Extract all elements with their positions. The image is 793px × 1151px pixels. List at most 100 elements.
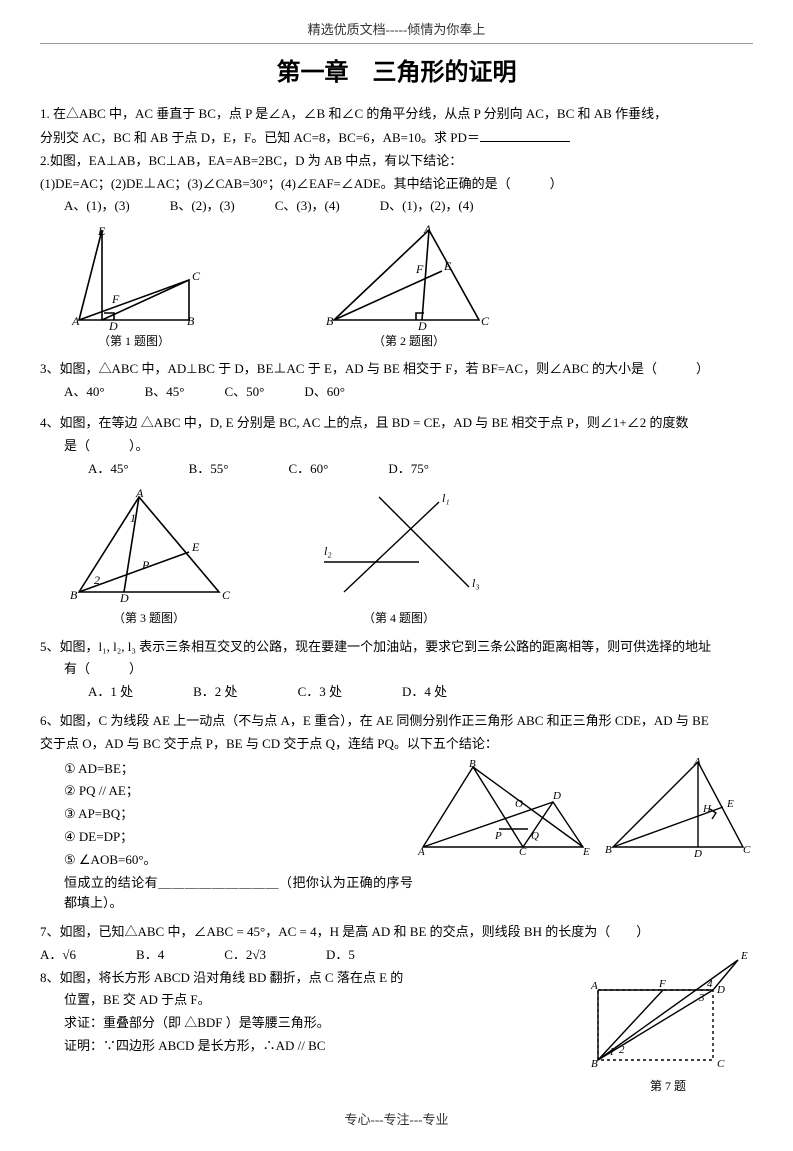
svg-text:Q: Q <box>531 830 539 842</box>
q3-opt-c: C、50° <box>224 382 264 403</box>
svg-text:E: E <box>582 846 590 857</box>
svg-text:H: H <box>702 803 712 815</box>
svg-text:A: A <box>590 980 598 992</box>
svg-text:B: B <box>591 1058 598 1070</box>
svg-text:F: F <box>111 292 120 306</box>
q4-opt-a: A．45° <box>88 459 129 480</box>
q3-opt-d: D、60° <box>304 382 345 403</box>
q2-line2: (1)DE=AC；(2)DE⊥AC；(3)∠CAB=30°；(4)∠EAF=∠A… <box>40 174 753 195</box>
q5-opt-a: A．1 处 <box>88 682 133 703</box>
q2-line1: 2.如图，EA⊥AB，BC⊥AB，EA=AB=2BC，D 为 AB 中点，有以下… <box>40 151 753 172</box>
q4-text2: 是（ ）。 <box>40 436 753 457</box>
q5-opt-b: B．2 处 <box>193 682 237 703</box>
q2-opt-b: B、(2)，(3) <box>170 196 235 217</box>
svg-text:F: F <box>658 978 666 990</box>
svg-text:D: D <box>417 319 427 330</box>
fig4: l₁ l₂ l₃ （第 4 题图） <box>314 487 484 628</box>
q4-text: 4、如图，在等边 △ABC 中，D, E 分别是 BC, AC 上的点，且 BD… <box>40 413 753 434</box>
svg-text:l₃: l₃ <box>472 576 480 590</box>
svg-text:B: B <box>187 314 195 328</box>
svg-text:P: P <box>141 558 150 572</box>
q6-tail: 恒成立的结论有＿＿＿＿＿＿＿＿＿（把你认为正确的序号都填上）。 <box>64 873 413 915</box>
svg-text:B: B <box>70 588 78 602</box>
q7-text: 7、如图，已知△ABC 中，∠ABC = 45°，AC = 4，H 是高 AD … <box>40 922 753 943</box>
fig8-caption: 第 7 题 <box>583 1077 753 1096</box>
page-header: 精选优质文档-----倾情为你奉上 <box>40 20 753 44</box>
q1-blank <box>480 127 570 142</box>
q6-item5: ⑤ ∠AOB=60°。 <box>64 850 413 871</box>
svg-text:E: E <box>443 259 452 273</box>
svg-text:A: A <box>135 487 144 500</box>
svg-text:E: E <box>740 950 748 962</box>
svg-text:E: E <box>726 798 734 810</box>
svg-text:D: D <box>693 848 702 857</box>
q5-opt-c: C．3 处 <box>298 682 342 703</box>
svg-text:3: 3 <box>698 992 705 1004</box>
svg-text:2: 2 <box>94 573 100 587</box>
q4-opt-c: C．60° <box>288 459 328 480</box>
fig6b: A B C D E H <box>603 757 753 857</box>
svg-text:E: E <box>97 225 106 238</box>
svg-text:C: C <box>743 844 751 856</box>
q4-options: A．45° B．55° C．60° D．75° <box>40 459 753 480</box>
svg-text:C: C <box>192 269 201 283</box>
svg-text:C: C <box>222 588 231 602</box>
svg-text:B: B <box>469 758 476 770</box>
q7-options: A．√6 B．4 C．2√3 D．5 <box>40 945 573 966</box>
fig6a: AB CD EO PQ <box>413 757 593 857</box>
q4-opt-d: D．75° <box>388 459 429 480</box>
fig-row-2: A B C D E P 1 2 （第 3 题图） l₁ l₂ l₃ <box>40 487 753 628</box>
fig2-caption: （第 2 题图） <box>324 332 494 351</box>
svg-text:D: D <box>716 984 725 996</box>
fig3: A B C D E P 1 2 （第 3 题图） <box>64 487 234 628</box>
q1-line1: 1. 在△ABC 中，AC 垂直于 BC，点 P 是∠A，∠B 和∠C 的角平分… <box>40 104 753 125</box>
q7-opt-c: C．2√3 <box>224 945 266 966</box>
svg-text:2: 2 <box>619 1044 625 1056</box>
chapter-title: 第一章 三角形的证明 <box>40 54 753 92</box>
svg-text:4: 4 <box>707 978 713 990</box>
svg-text:B: B <box>605 844 612 856</box>
q5-text2: 有（ ） <box>40 659 753 680</box>
svg-text:D: D <box>552 790 561 802</box>
q6-line2: 交于点 O，AD 与 BC 交于点 P，BE 与 CD 交于点 Q，连结 PQ。… <box>40 734 753 755</box>
svg-text:B: B <box>326 314 334 328</box>
svg-text:l₁: l₁ <box>442 491 450 505</box>
q2-opt-c: C、(3)，(4) <box>275 196 340 217</box>
svg-text:A: A <box>417 846 425 857</box>
q1-line2: 分别交 AC，BC 和 AB 于点 D，E，F。已知 AC=8，BC=6，AB=… <box>40 127 753 149</box>
fig1: A E B C D F （第 1 题图） <box>64 225 204 351</box>
svg-text:A: A <box>423 225 432 236</box>
svg-text:l₂: l₂ <box>324 544 332 558</box>
q6-item2: ② PQ // AE； <box>64 781 413 802</box>
svg-text:1: 1 <box>609 1046 615 1058</box>
q3-opt-a: A、40° <box>64 382 105 403</box>
q3-opt-b: B、45° <box>145 382 185 403</box>
q7-opt-d: D．5 <box>326 945 355 966</box>
q6-item1: ① AD=BE； <box>64 759 413 780</box>
svg-text:D: D <box>119 591 129 605</box>
svg-text:A: A <box>693 757 701 768</box>
fig3-caption: （第 3 题图） <box>64 609 234 628</box>
svg-text:C: C <box>481 314 490 328</box>
page-footer: 专心---专注---专业 <box>40 1110 753 1131</box>
q6-item4: ④ DE=DP； <box>64 827 413 848</box>
q6-line1: 6、如图，C 为线段 AE 上一动点（不与点 A，E 重合），在 AE 同侧分别… <box>40 711 753 732</box>
svg-text:O: O <box>515 798 523 810</box>
svg-text:E: E <box>191 540 200 554</box>
svg-text:P: P <box>494 830 502 842</box>
q6-item3: ③ AP=BQ； <box>64 804 413 825</box>
svg-text:F: F <box>415 262 424 276</box>
fig2: B A C D E F （第 2 题图） <box>324 225 494 351</box>
svg-text:D: D <box>108 319 118 330</box>
q3-text: 3、如图，△ABC 中，AD⊥BC 于 D，BE⊥AC 于 E，AD 与 BE … <box>40 359 753 380</box>
q1-line2-text: 分别交 AC，BC 和 AB 于点 D，E，F。已知 AC=8，BC=6，AB=… <box>40 130 480 145</box>
fig1-caption: （第 1 题图） <box>64 332 204 351</box>
q2-options: A、(1)，(3) B、(2)，(3) C、(3)，(4) D、(1)，(2)，… <box>40 196 753 217</box>
fig4-caption: （第 4 题图） <box>314 609 484 628</box>
q2-opt-d: D、(1)，(2)，(4) <box>380 196 474 217</box>
fig-row-1: A E B C D F （第 1 题图） B A C D E <box>40 225 753 351</box>
q5-text: 5、如图，l₁, l₂, l₃ 表示三条相互交叉的公路，现在要建一个加油站，要求… <box>40 637 753 658</box>
fig8: AF DE BC 12 34 第 7 题 <box>583 945 753 1096</box>
q7-opt-a: A．√6 <box>40 945 76 966</box>
svg-text:A: A <box>71 314 80 328</box>
